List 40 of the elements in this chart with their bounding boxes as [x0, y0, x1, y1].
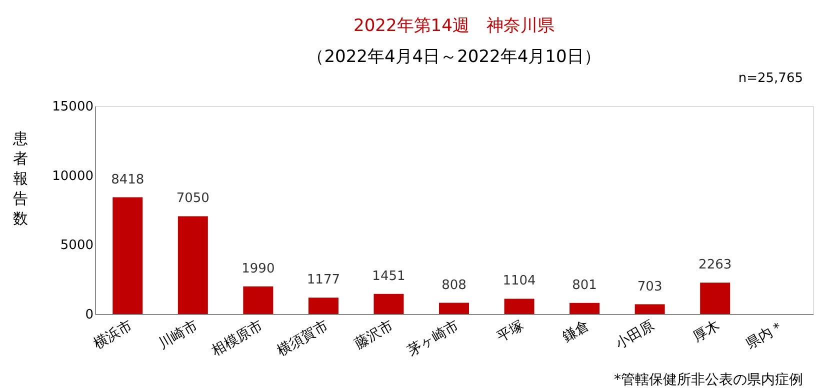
x-tick-label: 小田原 — [612, 318, 658, 352]
data-label: 1104 — [502, 274, 536, 289]
x-tick-label: 鎌倉 — [560, 318, 592, 346]
bar — [243, 286, 274, 314]
y-tick-label: 15000 — [52, 100, 94, 114]
y-axis-title: 患者報告数 — [12, 130, 28, 228]
bar — [308, 298, 338, 314]
bar — [700, 282, 730, 314]
data-label: 808 — [442, 278, 466, 293]
x-tick-label: 横浜市 — [90, 318, 136, 352]
data-label: 7050 — [176, 191, 210, 206]
x-tick-label: 藤沢市 — [352, 318, 396, 352]
bar — [178, 216, 208, 314]
bar — [439, 302, 469, 314]
bar — [374, 294, 404, 314]
y-tick-label: 0 — [85, 308, 94, 322]
data-label: 2263 — [698, 258, 732, 273]
chart-title: 2022年第14週 神奈川県 — [354, 16, 554, 36]
data-label: 1177 — [306, 272, 340, 288]
bar — [570, 302, 600, 314]
x-tick-label: 横須賀市 — [274, 318, 331, 360]
data-label: 1451 — [372, 268, 406, 284]
y-tick-label: 5000 — [60, 238, 94, 254]
x-tick-label: 厚木 — [690, 318, 723, 346]
chart-subtitle: （2022年4月4日～2022年4月10日） — [307, 47, 601, 67]
data-label: 801 — [572, 278, 597, 293]
data-label: 1990 — [242, 261, 275, 276]
text: *管轄保健所非公表の県内症例 — [614, 372, 803, 388]
bar — [634, 304, 665, 314]
x-tick-label: 川崎市 — [156, 318, 200, 352]
bar — [112, 197, 143, 314]
x-tick-label: 平塚 — [494, 318, 527, 346]
bar — [504, 298, 534, 314]
y-tick-label: 10000 — [52, 168, 94, 184]
data-label: 703 — [637, 279, 662, 294]
data-label: 8418 — [111, 172, 144, 188]
x-tick-label: 相模原市 — [209, 318, 266, 360]
x-tick-label: 県内＊ — [743, 318, 788, 352]
text: n=25,765 — [738, 71, 803, 86]
x-tick-label: 茅ヶ崎市 — [405, 318, 462, 360]
